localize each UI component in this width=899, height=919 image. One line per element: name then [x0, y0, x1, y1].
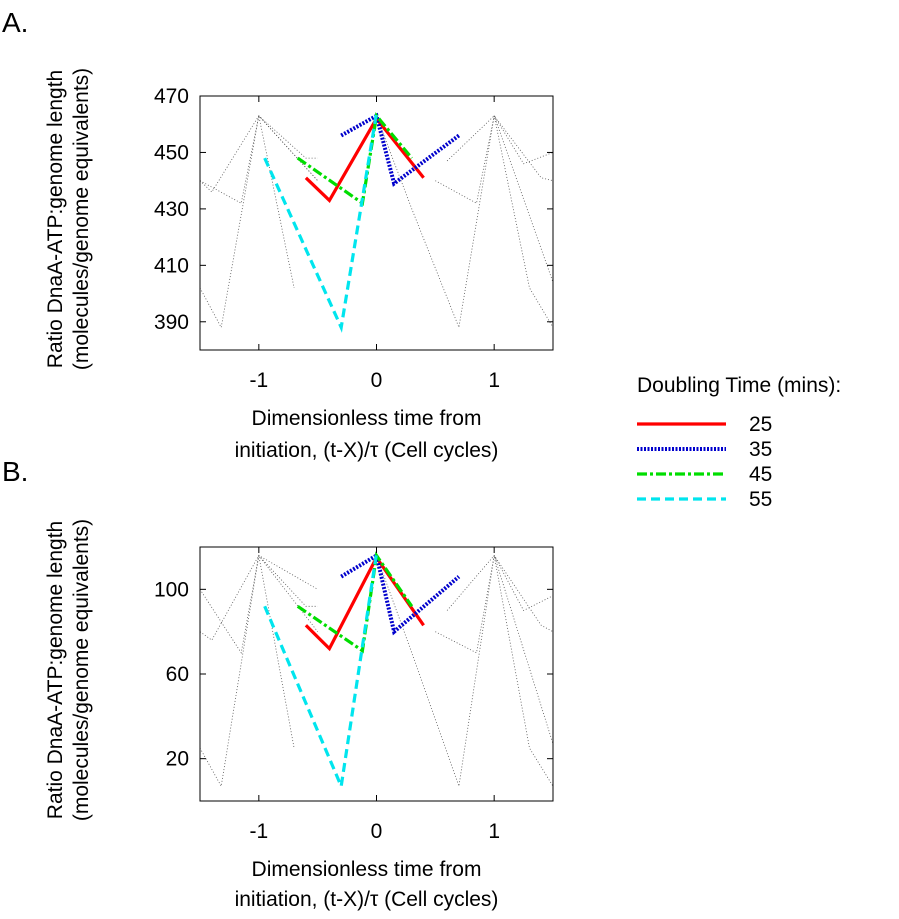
- background-trace: [376, 115, 553, 329]
- x-tick-label: -1: [249, 820, 268, 843]
- series-line-35: [340, 112, 461, 187]
- background-trace: [435, 114, 553, 204]
- background-trace: [493, 555, 553, 745]
- background-traces: [200, 554, 553, 788]
- background-trace: [200, 115, 318, 193]
- panel-letter: B.: [2, 456, 28, 487]
- x-tick-label: 0: [371, 369, 383, 392]
- background-trace: [200, 115, 295, 329]
- panel-a: A. 390 410 430 450 470 -1 0 1 Dimensionless time …: [2, 7, 554, 462]
- background-trace: [446, 554, 553, 633]
- series-group: [263, 112, 461, 333]
- background-trace: [376, 555, 553, 787]
- legend-label: 25: [749, 413, 772, 436]
- series-line-45: [296, 551, 414, 654]
- series-line-55: [263, 553, 379, 793]
- y-tick-label: 100: [154, 578, 189, 601]
- legend-label: 45: [749, 463, 772, 486]
- series-line-55: [263, 112, 379, 333]
- x-tick-label: 1: [488, 820, 500, 843]
- x-tick-label: -1: [249, 369, 268, 392]
- y-axis-title: Ratio DnaA-ATP:genome length: [44, 521, 67, 819]
- y-tick-label: 60: [166, 663, 189, 686]
- y-tick-label: 450: [154, 141, 189, 164]
- panel-letter: A.: [2, 7, 28, 38]
- series-group: [263, 551, 461, 793]
- background-trace: [200, 554, 319, 641]
- plot-frame: [199, 546, 554, 802]
- plot-frame: [199, 95, 554, 351]
- y-axis-title: (molecules/genome equivalents): [70, 68, 93, 370]
- background-trace: [200, 555, 295, 788]
- background-trace: [200, 554, 318, 654]
- y-axis-title: Ratio DnaA-ATP:genome length: [44, 70, 67, 368]
- y-axis-title: (molecules/genome equivalents): [70, 519, 93, 821]
- background-trace: [258, 115, 318, 159]
- x-tick-label: 1: [488, 369, 500, 392]
- background-trace: [435, 554, 553, 654]
- series-line-25: [304, 115, 425, 203]
- y-tick-label: 470: [154, 85, 189, 108]
- x-tick-label: 0: [371, 820, 383, 843]
- background-trace: [493, 115, 553, 283]
- legend-label: 35: [749, 438, 772, 461]
- background-trace: [258, 555, 318, 607]
- y-tick-label: 430: [154, 198, 189, 221]
- background-traces: [200, 114, 553, 329]
- series-line-35: [340, 552, 461, 636]
- x-axis-title: initiation, (t-X)/τ (Cell cycles): [235, 888, 499, 911]
- x-axis-title: initiation, (t-X)/τ (Cell cycles): [235, 439, 499, 462]
- legend-title: Doubling Time (mins):: [637, 374, 841, 397]
- panel-b: B. 20 60 100 -1 0 1 Dimensionless time from init…: [2, 456, 554, 911]
- legend-label: 55: [749, 488, 772, 511]
- y-tick-label: 410: [154, 254, 189, 277]
- series-line-25: [304, 554, 425, 652]
- y-tick-label: 20: [166, 748, 189, 771]
- y-tick-label: 390: [154, 311, 189, 334]
- x-axis-title: Dimensionless time from: [252, 858, 482, 881]
- x-axis-title: Dimensionless time from: [252, 407, 482, 430]
